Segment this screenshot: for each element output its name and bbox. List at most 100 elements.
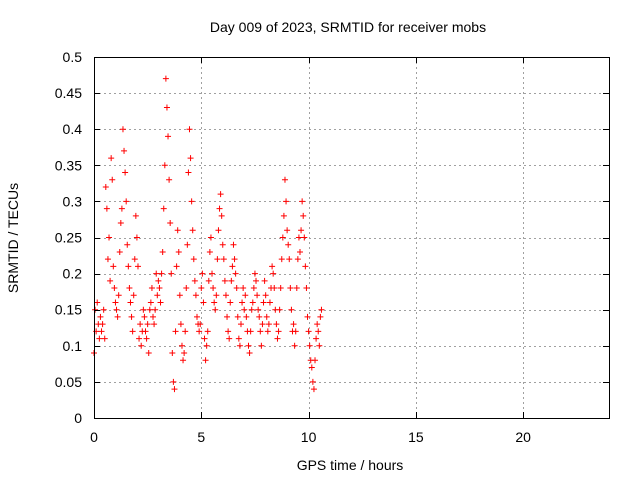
y-tick-label: 0.05 — [55, 374, 82, 390]
data-point — [136, 335, 143, 342]
grid — [94, 57, 609, 418]
data-point — [297, 248, 303, 255]
data-point — [245, 342, 252, 349]
data-point — [170, 378, 177, 385]
data-point — [314, 321, 321, 328]
data-point — [214, 256, 221, 263]
data-point — [191, 277, 198, 284]
data-point — [255, 306, 262, 313]
y-tick-label: 0.3 — [63, 193, 83, 209]
data-point — [181, 350, 188, 357]
data-point — [293, 285, 300, 292]
data-point — [189, 227, 196, 234]
plot-frame — [94, 57, 610, 419]
data-point — [305, 328, 312, 335]
data-point — [188, 198, 195, 205]
y-tick-label: 0.5 — [63, 49, 83, 65]
data-point — [288, 306, 295, 313]
data-point — [235, 335, 242, 342]
data-point — [318, 306, 325, 313]
data-point — [257, 328, 264, 335]
data-point — [168, 270, 175, 277]
data-point — [104, 256, 111, 263]
data-point — [261, 277, 268, 284]
data-point — [285, 241, 292, 248]
data-point — [118, 205, 125, 212]
data-point — [173, 263, 180, 270]
data-point — [138, 342, 145, 349]
data-point — [239, 299, 246, 306]
data-point — [113, 306, 120, 313]
data-point — [263, 313, 270, 320]
y-tick-label: 0.35 — [55, 157, 82, 173]
data-point — [186, 126, 193, 133]
data-point — [192, 292, 199, 299]
data-point — [107, 277, 114, 284]
data-point — [180, 357, 187, 364]
data-point — [211, 299, 218, 306]
data-point — [241, 306, 248, 313]
data-point — [240, 285, 247, 292]
data-point — [160, 205, 167, 212]
x-tick-labels: 0 5 10 15 20 — [90, 429, 531, 445]
data-point — [250, 285, 257, 292]
data-point — [300, 212, 307, 219]
data-point — [125, 263, 132, 270]
data-point — [148, 285, 155, 292]
y-tick-label: 0.1 — [63, 338, 83, 354]
data-point — [124, 241, 131, 248]
data-point — [275, 328, 282, 335]
data-point — [129, 328, 136, 335]
data-point — [112, 299, 119, 306]
data-point — [284, 227, 291, 234]
data-point — [271, 285, 278, 292]
data-point — [246, 350, 253, 357]
data-point — [303, 285, 310, 292]
data-point — [210, 285, 217, 292]
y-tick-label: 0.4 — [63, 121, 83, 137]
data-point — [213, 292, 220, 299]
data-point — [145, 350, 152, 357]
data-point — [287, 285, 294, 292]
data-point — [310, 386, 317, 393]
data-point — [115, 292, 122, 299]
data-point — [265, 321, 272, 328]
data-point — [106, 234, 113, 241]
data-point — [141, 313, 148, 320]
data-point — [276, 306, 283, 313]
data-point — [277, 285, 284, 292]
x-tick-label: 15 — [408, 429, 424, 445]
data-point — [143, 335, 150, 342]
data-point — [247, 328, 254, 335]
data-point — [274, 335, 281, 342]
data-point — [259, 321, 266, 328]
data-point — [100, 306, 107, 313]
data-point — [224, 313, 231, 320]
data-point — [301, 234, 308, 241]
data-point — [229, 263, 236, 270]
data-point — [220, 256, 227, 263]
data-point — [298, 227, 305, 234]
data-point — [152, 306, 159, 313]
data-point — [269, 263, 276, 270]
data-point — [233, 285, 240, 292]
chart-title: Day 009 of 2023, SRMTID for receiver mob… — [210, 19, 486, 35]
data-point — [197, 321, 204, 328]
data-point — [273, 321, 280, 328]
data-point — [161, 162, 168, 169]
data-point — [151, 321, 158, 328]
data-point — [97, 313, 104, 320]
data-point — [237, 321, 244, 328]
data-point — [172, 328, 179, 335]
data-point — [102, 183, 109, 190]
data-point — [109, 176, 116, 183]
data-point — [225, 328, 232, 335]
data-point — [228, 277, 235, 284]
data-point — [165, 133, 172, 140]
data-point — [283, 198, 290, 205]
y-axis-label: SRMTID / TECUs — [5, 183, 21, 293]
data-point — [248, 306, 255, 313]
data-point — [130, 292, 137, 299]
data-point — [206, 248, 213, 255]
data-point — [230, 241, 237, 248]
